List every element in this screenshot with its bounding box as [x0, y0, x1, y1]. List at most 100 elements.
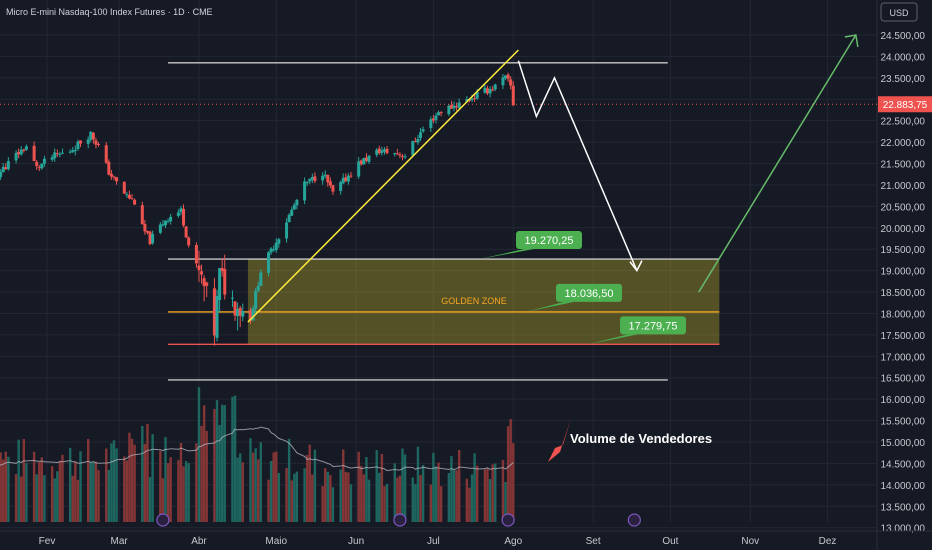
- volume-bar: [349, 484, 353, 522]
- candle-body: [230, 297, 234, 299]
- candle-body: [125, 194, 129, 196]
- candle-body: [148, 231, 152, 245]
- candle-body: [71, 150, 75, 152]
- volume-bar: [133, 444, 136, 522]
- candle-body: [166, 220, 170, 222]
- volume-bar: [488, 479, 492, 522]
- candle-body: [78, 140, 82, 144]
- candle-body: [55, 153, 59, 155]
- volume-bar: [414, 484, 417, 522]
- lightning-icon: [501, 513, 515, 527]
- volume-bar: [169, 457, 172, 522]
- candle-body: [331, 185, 335, 192]
- volume-bar: [326, 471, 329, 522]
- last-price-tag: [878, 96, 932, 113]
- candle-body: [58, 153, 62, 155]
- event-icon: [156, 513, 170, 527]
- candle-body: [382, 149, 386, 152]
- candle-body: [339, 182, 343, 191]
- volume-bar: [277, 472, 281, 522]
- volume-bar: [92, 462, 95, 522]
- volume-bar: [285, 467, 288, 522]
- candle-body: [151, 233, 155, 244]
- candle-body: [488, 89, 492, 94]
- volume-bar: [494, 463, 497, 522]
- candle-body: [313, 176, 317, 182]
- candle-body: [76, 141, 80, 150]
- candle-body: [130, 198, 134, 200]
- candle-body: [24, 146, 28, 150]
- callout-pointer: [587, 334, 638, 345]
- volume-bar: [141, 426, 144, 522]
- volume-bar: [267, 479, 270, 522]
- candle-body: [470, 98, 474, 101]
- volume-bar: [43, 475, 46, 522]
- candle-body: [328, 181, 332, 186]
- volume-bar: [257, 459, 260, 522]
- candle-body: [341, 177, 345, 184]
- candle-body: [403, 156, 407, 158]
- candle-body: [465, 99, 469, 102]
- candle-body: [455, 106, 459, 108]
- y-tick-label: 15.500,00: [881, 417, 926, 428]
- candle-body: [447, 105, 451, 115]
- callout-pointer: [479, 249, 534, 260]
- volume-bar: [56, 471, 59, 522]
- volume-bar: [166, 463, 170, 522]
- candle-body: [182, 208, 186, 226]
- candle-body: [292, 204, 296, 210]
- candle-body: [169, 216, 173, 222]
- volume-bar: [205, 431, 208, 522]
- volume-bar: [79, 451, 82, 522]
- candle-body: [127, 194, 131, 199]
- volume-bar: [97, 470, 100, 522]
- currency-button: [880, 2, 918, 22]
- candle-body: [145, 230, 149, 233]
- candle-body: [380, 150, 384, 153]
- callout-pointer: [526, 301, 574, 312]
- candle-body: [398, 154, 402, 156]
- candle-body: [187, 237, 191, 246]
- volume-bar: [89, 462, 92, 522]
- volume-bar: [324, 468, 327, 522]
- y-tick-label: 20.500,00: [881, 202, 926, 213]
- candle-body: [223, 268, 227, 295]
- candle-body: [439, 112, 443, 114]
- y-tick-label: 21.500,00: [881, 160, 926, 171]
- x-tick-label: Dez: [819, 536, 837, 547]
- candle-body: [42, 158, 46, 164]
- volume-bar: [378, 472, 381, 522]
- candle-body: [218, 268, 222, 300]
- candle-body: [310, 177, 314, 180]
- candle-body: [449, 104, 453, 109]
- y-tick-label: 17.500,00: [881, 331, 926, 342]
- x-tick-label: Maio: [265, 536, 287, 547]
- price-callout: [556, 283, 622, 302]
- volume-bar: [50, 466, 54, 522]
- y-tick-label: 13.000,00: [881, 524, 926, 535]
- volume-bar: [20, 476, 23, 522]
- projection-arrowhead: [629, 260, 643, 273]
- candle-body: [200, 271, 204, 275]
- y-tick-label: 22.500,00: [881, 117, 926, 128]
- volume-bar: [148, 477, 152, 522]
- volume-bar: [195, 443, 198, 522]
- volume-bar: [22, 438, 26, 522]
- volume-bar: [32, 451, 36, 522]
- annotation-label: Volume de Vendedores: [570, 431, 712, 446]
- volume-bar: [339, 469, 342, 522]
- volume-bar: [200, 425, 203, 522]
- golden-zone-label: GOLDEN ZONE: [441, 296, 507, 306]
- event-icon: [393, 513, 407, 527]
- volume-bar: [290, 480, 293, 522]
- volume-bar: [177, 460, 180, 522]
- volume-bar: [473, 453, 476, 522]
- candle-body: [1, 166, 5, 173]
- candle-body: [184, 226, 188, 238]
- candle-body: [86, 139, 90, 144]
- y-tick-label: 20.000,00: [881, 224, 926, 235]
- candle-body: [133, 199, 137, 205]
- candle-body: [107, 161, 111, 175]
- candle-body: [89, 131, 93, 140]
- volume-bar: [239, 453, 242, 522]
